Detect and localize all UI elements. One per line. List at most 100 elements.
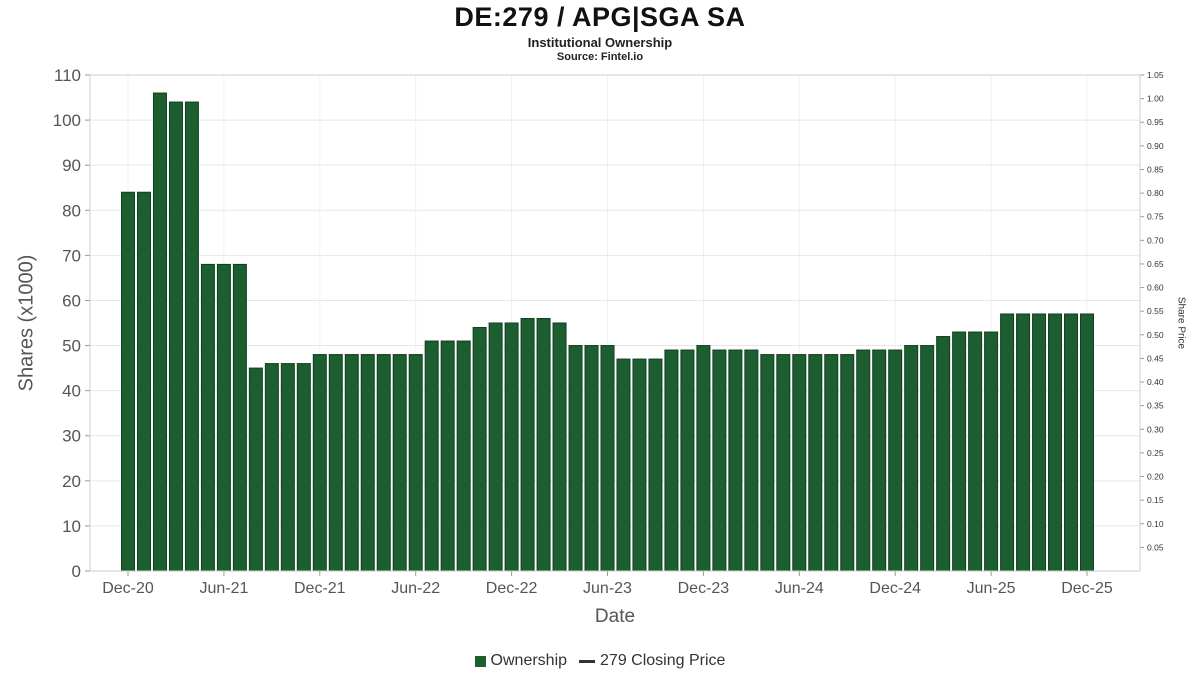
ownership-bar[interactable] (296, 363, 311, 572)
y-tick-label-left: 60 (62, 291, 81, 310)
ownership-bar[interactable] (584, 345, 599, 572)
y-tick-label-right: 0.60 (1147, 283, 1164, 293)
ownership-bar[interactable] (664, 349, 679, 572)
ownership-bar[interactable] (152, 92, 167, 572)
y-tick-label-right: 0.40 (1147, 377, 1164, 387)
ownership-bar[interactable] (568, 345, 583, 572)
y-tick-label-left: 90 (62, 156, 81, 175)
ownership-bar[interactable] (1064, 313, 1079, 572)
y-tick-label-right: 0.25 (1147, 448, 1164, 458)
ownership-bar[interactable] (744, 349, 759, 572)
ownership-bar[interactable] (344, 354, 359, 572)
ownership-bar[interactable] (264, 363, 279, 572)
x-tick-label: Dec-22 (486, 580, 538, 597)
ownership-bar[interactable] (1000, 313, 1015, 572)
ownership-bar[interactable] (968, 331, 983, 572)
ownership-bar[interactable] (184, 101, 199, 572)
y-tick-label-right: 0.30 (1147, 424, 1164, 434)
ownership-bar[interactable] (648, 358, 663, 572)
ownership-bar[interactable] (600, 345, 615, 572)
y-tick-label-left: 80 (62, 201, 81, 220)
ownership-bar[interactable] (472, 327, 487, 572)
y-tick-label-right: 0.45 (1147, 353, 1164, 363)
ownership-bar[interactable] (520, 317, 535, 572)
ownership-bar[interactable] (232, 263, 247, 572)
ownership-bar[interactable] (712, 349, 727, 572)
ownership-bar[interactable] (552, 322, 567, 572)
ownership-bar[interactable] (280, 363, 295, 572)
ownership-bar[interactable] (776, 354, 791, 572)
ownership-bar[interactable] (424, 340, 439, 572)
ownership-bar[interactable] (680, 349, 695, 572)
ownership-bar[interactable] (792, 354, 807, 572)
x-tick-label: Jun-23 (583, 580, 632, 597)
ownership-bar[interactable] (328, 354, 343, 572)
x-tick-label: Dec-24 (869, 580, 921, 597)
y-tick-label-right: 0.95 (1147, 117, 1164, 127)
ownership-bar[interactable] (1048, 313, 1063, 572)
ownership-bar[interactable] (392, 354, 407, 572)
ownership-bar[interactable] (248, 367, 263, 572)
y-tick-label-left: 40 (62, 382, 81, 401)
y-axis-title-left: Shares (x1000) (15, 254, 38, 392)
ownership-bar[interactable] (200, 263, 215, 572)
ownership-bar[interactable] (760, 354, 775, 572)
chart-subtitle: Institutional Ownership (527, 35, 673, 50)
x-tick-label: Jun-22 (391, 580, 440, 597)
ownership-bar[interactable] (312, 354, 327, 572)
y-tick-label-right: 0.65 (1147, 259, 1164, 269)
y-axis-title-right: Share Price (1175, 296, 1187, 350)
ownership-bar[interactable] (456, 340, 471, 572)
ownership-bar[interactable] (856, 349, 871, 572)
ownership-bar[interactable] (808, 354, 823, 572)
y-tick-label-right: 0.50 (1147, 330, 1164, 340)
legend-item-ownership[interactable]: Ownership (474, 652, 568, 670)
ownership-bar[interactable] (136, 191, 151, 572)
ownership-bar[interactable] (1080, 313, 1094, 572)
ownership-bar[interactable] (168, 101, 183, 572)
y-tick-label-right: 0.55 (1147, 306, 1164, 316)
ownership-bar[interactable] (632, 358, 647, 572)
ownership-bar[interactable] (376, 354, 391, 572)
ownership-bar[interactable] (904, 345, 919, 572)
legend-item-closing-price[interactable]: 279 Closing Price (579, 652, 725, 670)
ownership-bar[interactable] (360, 354, 375, 572)
ownership-bar[interactable] (872, 349, 887, 572)
y-tick-label-right: 0.15 (1147, 495, 1164, 505)
ownership-bar[interactable] (696, 345, 711, 572)
y-tick-label-right: 0.20 (1147, 472, 1164, 482)
ownership-swatch-icon (474, 655, 486, 667)
x-tick-label: Dec-23 (678, 580, 730, 597)
y-tick-label-left: 30 (62, 427, 81, 446)
ownership-bar[interactable] (984, 331, 999, 572)
ownership-bar[interactable] (920, 345, 935, 572)
ownership-bar[interactable] (1016, 313, 1031, 572)
y-tick-label-left: 10 (62, 517, 81, 536)
y-tick-label-left: 0 (72, 562, 81, 581)
x-tick-label: Jun-25 (967, 580, 1016, 597)
ownership-bar[interactable] (488, 322, 503, 572)
legend-label-ownership: Ownership (490, 652, 568, 669)
ownership-bar[interactable] (936, 336, 951, 572)
ownership-bar[interactable] (616, 358, 631, 572)
ownership-bar[interactable] (504, 322, 519, 572)
x-tick-label: Dec-25 (1061, 580, 1113, 597)
y-tick-label-right: 0.85 (1147, 164, 1164, 174)
ownership-bar[interactable] (408, 354, 423, 572)
x-tick-label: Jun-21 (199, 580, 248, 597)
ownership-bar[interactable] (1032, 313, 1047, 572)
ownership-bar[interactable] (536, 317, 551, 572)
closing-price-line-icon (579, 659, 596, 663)
ownership-bar[interactable] (216, 263, 231, 572)
ownership-bar[interactable] (440, 340, 455, 572)
y-tick-label-right: 0.75 (1147, 212, 1164, 222)
ownership-bar[interactable] (824, 354, 839, 572)
ownership-bar[interactable] (121, 191, 135, 572)
ownership-bar[interactable] (952, 331, 967, 572)
ownership-bar[interactable] (888, 349, 903, 572)
x-tick-label: Jun-24 (775, 580, 824, 597)
ownership-bar[interactable] (728, 349, 743, 572)
y-tick-label-left: 50 (62, 337, 81, 356)
ownership-bar[interactable] (840, 354, 855, 572)
